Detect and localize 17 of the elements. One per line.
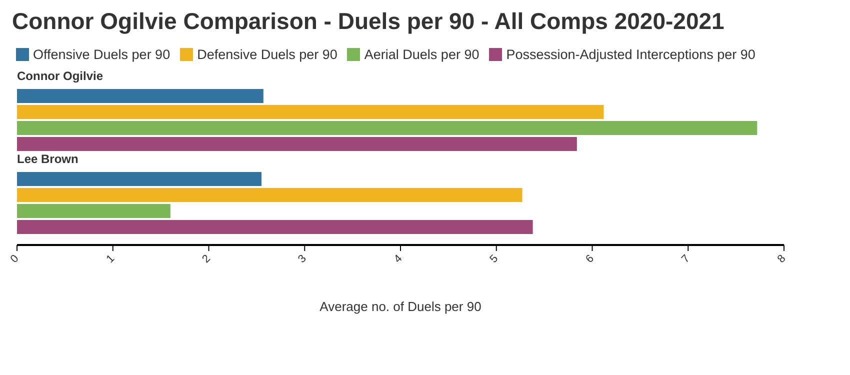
y-tick-label: Lee Brown: [17, 152, 78, 166]
x-tick-label: 6: [584, 252, 596, 266]
x-tick-label: 7: [679, 252, 692, 266]
legend-label: Possession-Adjusted Interceptions per 90: [505, 47, 756, 62]
x-tick-label: 8: [775, 252, 788, 266]
chart-title: Connor Ogilvie Comparison - Duels per 90 - All Comps 2020-2021: [12, 8, 726, 35]
x-tick-label: 1: [104, 252, 118, 266]
x-tick-label: 4: [392, 252, 405, 266]
x-tick-label: 0: [8, 252, 22, 266]
x-tick-label: 2: [200, 252, 213, 266]
x-tick-label: 3: [296, 252, 309, 266]
x-tick-label: 5: [488, 252, 501, 266]
legend-label: Offensive Duels per 90: [32, 47, 170, 62]
legend-label: Aerial Duels per 90: [363, 47, 480, 62]
legend-label: Defensive Duels per 90: [196, 47, 338, 62]
x-axis-title: Average no. of Duels per 90: [320, 299, 482, 314]
y-tick-label: Connor Ogilvie: [17, 69, 104, 83]
